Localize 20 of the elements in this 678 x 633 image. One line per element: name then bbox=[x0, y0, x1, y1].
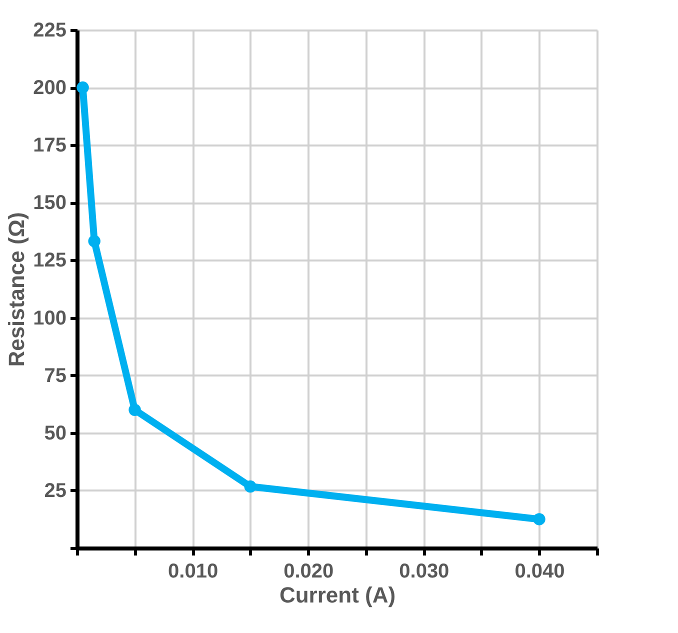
x-axis-title: Current (A) bbox=[279, 582, 396, 608]
y-tick-label: 100 bbox=[33, 307, 66, 330]
point bbox=[128, 404, 141, 416]
y-tick-label: 175 bbox=[33, 134, 66, 157]
y-tick-label: 225 bbox=[33, 20, 66, 42]
y-tick-label: 50 bbox=[44, 422, 66, 444]
y-tick-label: 200 bbox=[33, 77, 66, 100]
point bbox=[76, 81, 89, 94]
x-tick-label: 0.020 bbox=[284, 560, 334, 582]
x-tick-label: 0.040 bbox=[514, 560, 565, 582]
y-tick-label: 125 bbox=[33, 250, 66, 272]
y-tick-label: 150 bbox=[33, 192, 66, 214]
x-tick-label: 0.010 bbox=[168, 560, 218, 582]
y-axis-title: Resistance (Ω) bbox=[4, 212, 30, 367]
point bbox=[533, 513, 546, 526]
x-tick-label: 0.030 bbox=[399, 560, 450, 582]
y-tick-label: 25 bbox=[44, 480, 66, 502]
point bbox=[88, 235, 100, 248]
y-tick-label: 75 bbox=[44, 364, 66, 387]
point bbox=[244, 480, 256, 493]
